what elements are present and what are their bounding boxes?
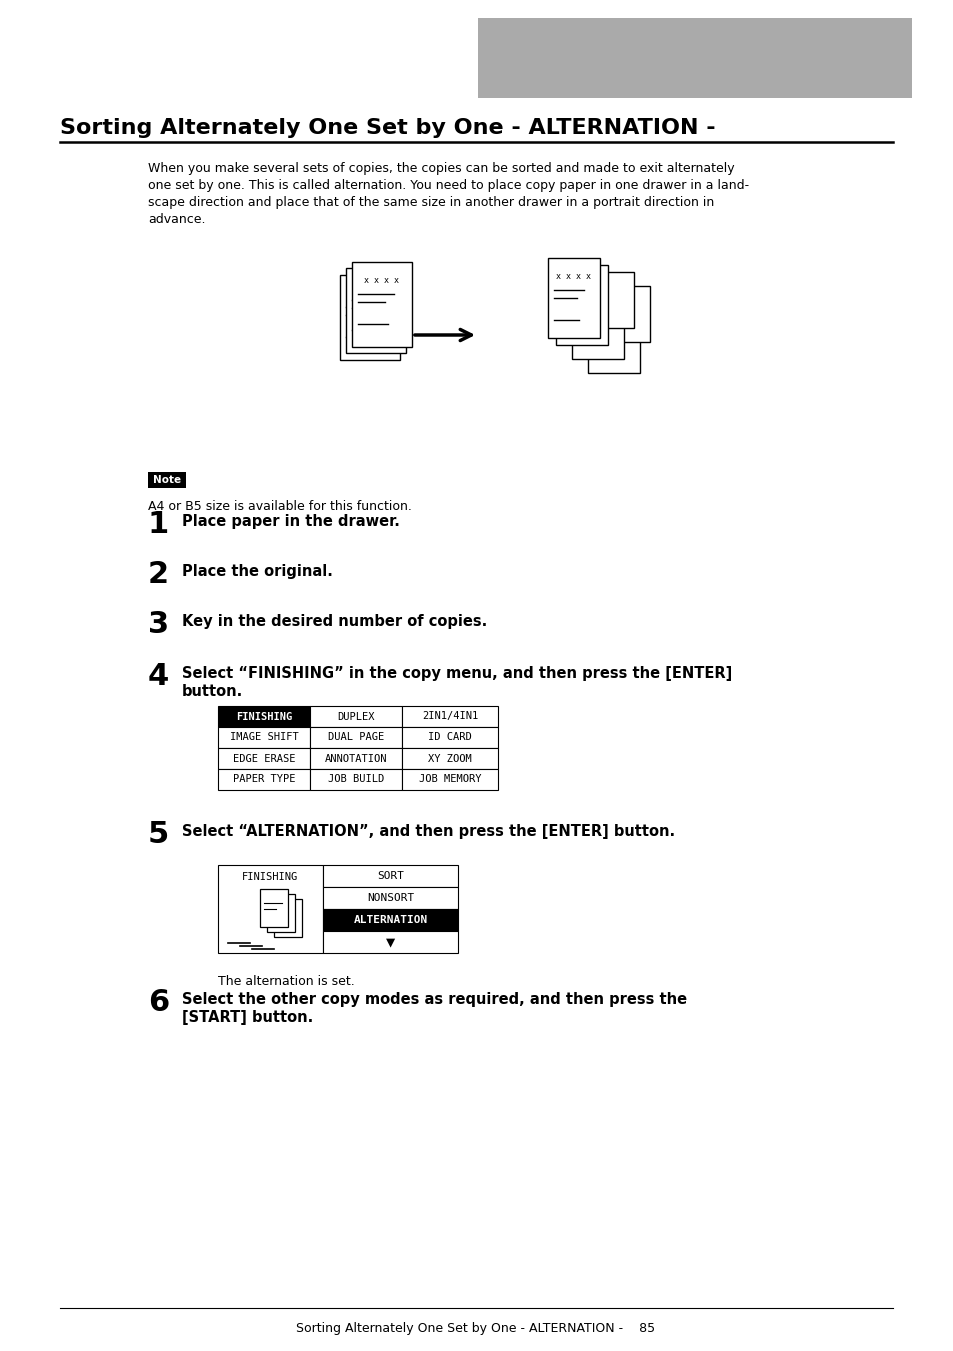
Text: JOB MEMORY: JOB MEMORY: [418, 774, 480, 785]
Bar: [310, 727, 401, 748]
Text: 6: 6: [148, 988, 169, 1017]
Text: Sorting Alternately One Set by One - ALTERNATION -: Sorting Alternately One Set by One - ALT…: [60, 118, 715, 138]
Text: 4: 4: [148, 662, 169, 690]
Bar: [218, 769, 310, 790]
Bar: [401, 748, 497, 769]
Text: one set by one. This is called alternation. You need to place copy paper in one : one set by one. This is called alternati…: [148, 178, 748, 192]
Text: Note: Note: [152, 476, 181, 485]
Bar: [547, 258, 599, 338]
Bar: [310, 748, 401, 769]
Text: SORT: SORT: [376, 871, 403, 881]
Text: The alternation is set.: The alternation is set.: [218, 975, 355, 988]
Bar: [274, 898, 302, 938]
Text: Select “FINISHING” in the copy menu, and then press the [ENTER]: Select “FINISHING” in the copy menu, and…: [182, 666, 732, 681]
Text: NONSORT: NONSORT: [367, 893, 414, 902]
Text: EDGE ERASE: EDGE ERASE: [233, 754, 294, 763]
Bar: [346, 267, 406, 353]
Bar: [218, 865, 323, 952]
Text: x x x x: x x x x: [364, 276, 399, 285]
Text: DUPLEX: DUPLEX: [337, 712, 375, 721]
Bar: [218, 727, 310, 748]
Bar: [267, 894, 294, 932]
Text: ALTERNATION: ALTERNATION: [353, 915, 427, 925]
Text: 3: 3: [148, 611, 169, 639]
Text: Place the original.: Place the original.: [182, 563, 333, 580]
Bar: [148, 471, 186, 488]
Text: FINISHING: FINISHING: [242, 871, 298, 882]
Text: button.: button.: [182, 684, 243, 698]
Text: ▼: ▼: [386, 935, 395, 950]
Bar: [556, 265, 607, 345]
Text: XY ZOOM: XY ZOOM: [428, 754, 472, 763]
Text: PAPER TYPE: PAPER TYPE: [233, 774, 294, 785]
Text: FINISHING: FINISHING: [235, 712, 292, 721]
Text: A4 or B5 size is available for this function.: A4 or B5 size is available for this func…: [148, 500, 412, 513]
Bar: [323, 931, 457, 952]
Text: When you make several sets of copies, the copies can be sorted and made to exit : When you make several sets of copies, th…: [148, 162, 734, 176]
Bar: [352, 262, 412, 347]
Bar: [218, 748, 310, 769]
Bar: [310, 707, 401, 727]
Text: x x x x: x x x x: [352, 289, 387, 299]
Text: Place paper in the drawer.: Place paper in the drawer.: [182, 513, 399, 530]
Bar: [563, 272, 634, 328]
Bar: [218, 707, 310, 727]
Bar: [401, 769, 497, 790]
Bar: [323, 888, 457, 909]
Bar: [260, 889, 288, 927]
Text: DUAL PAGE: DUAL PAGE: [328, 732, 384, 743]
Bar: [477, 18, 911, 99]
Bar: [572, 280, 623, 359]
Bar: [323, 865, 457, 888]
Text: Sorting Alternately One Set by One - ALTERNATION -    85: Sorting Alternately One Set by One - ALT…: [296, 1323, 655, 1335]
Text: 5: 5: [148, 820, 169, 848]
Bar: [401, 727, 497, 748]
Text: Key in the desired number of copies.: Key in the desired number of copies.: [182, 613, 487, 630]
Text: Select the other copy modes as required, and then press the: Select the other copy modes as required,…: [182, 992, 686, 1006]
Text: x x x x: x x x x: [556, 272, 591, 281]
Bar: [310, 769, 401, 790]
Bar: [579, 286, 649, 342]
Text: scape direction and place that of the same size in another drawer in a portrait : scape direction and place that of the sa…: [148, 196, 714, 209]
Text: 2IN1/4IN1: 2IN1/4IN1: [421, 712, 477, 721]
Text: ID CARD: ID CARD: [428, 732, 472, 743]
Bar: [587, 293, 639, 373]
Text: ANNOTATION: ANNOTATION: [324, 754, 387, 763]
Text: advance.: advance.: [148, 213, 205, 226]
Bar: [401, 707, 497, 727]
Text: [START] button.: [START] button.: [182, 1011, 313, 1025]
Text: Select “ALTERNATION”, and then press the [ENTER] button.: Select “ALTERNATION”, and then press the…: [182, 824, 675, 839]
Text: IMAGE SHIFT: IMAGE SHIFT: [230, 732, 298, 743]
Text: JOB BUILD: JOB BUILD: [328, 774, 384, 785]
Bar: [339, 276, 399, 359]
Text: 2: 2: [148, 561, 169, 589]
Bar: [323, 909, 457, 931]
Text: 1: 1: [148, 509, 169, 539]
Text: x x x x: x x x x: [358, 282, 393, 290]
